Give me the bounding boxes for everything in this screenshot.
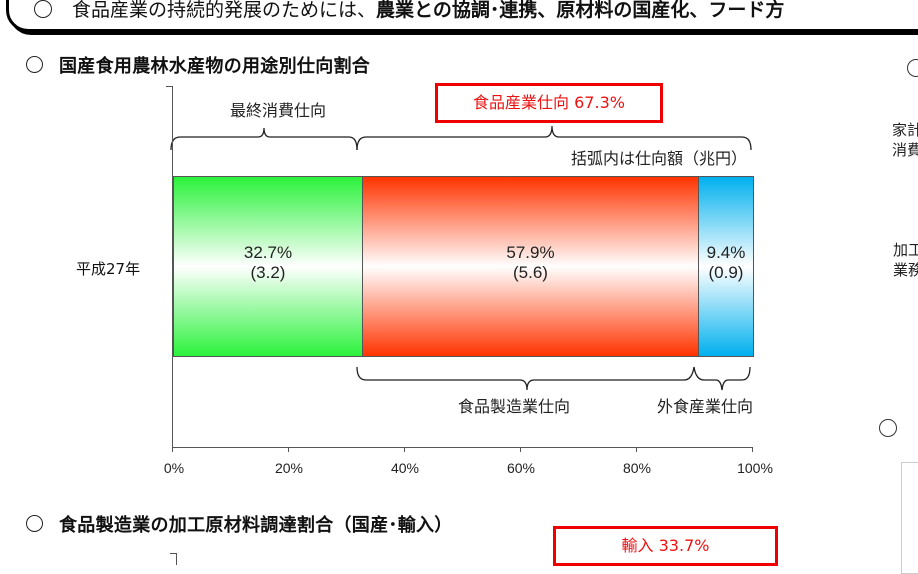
callout-food-industry: 食品産業仕向 67.3% (435, 83, 663, 123)
x-tick (404, 447, 405, 452)
bracket-food-service (693, 366, 751, 391)
bullet-circle-icon (879, 419, 897, 437)
label-food-service: 外食産業仕向 (657, 397, 754, 416)
x-tick-label: 0% (163, 460, 185, 476)
x-tick-label: 60% (506, 460, 536, 476)
bar-segment-food-manufacturing: 57.9% (5.6) (362, 176, 699, 357)
segment-label: 57.9% (5.6) (363, 243, 698, 283)
x-tick (288, 447, 289, 452)
bracket-food-manufacturing (356, 366, 695, 391)
chart2-y-axis-tick (170, 553, 177, 554)
segment-percent: 57.9% (506, 243, 555, 262)
bullet-circle-icon (26, 515, 43, 532)
segment-percent: 32.7% (243, 243, 293, 262)
segment-label: 32.7% (3.2) (174, 243, 362, 283)
headline-prefix: 食品産業の持続的発展のためには、 (72, 0, 377, 21)
x-tick-label: 20% (274, 460, 304, 476)
headline-banner (6, 0, 918, 32)
y-axis-top-tick (166, 86, 173, 87)
chart1-title-text: 国産食用農林水産物の用途別仕向割合 (59, 56, 371, 77)
right-panel-box (901, 462, 918, 574)
x-tick (636, 447, 637, 452)
label-final-consumption: 最終消費仕向 (230, 101, 327, 120)
chart2-title: 食品製造業の加工原材料調達割合（国産･輸入） (26, 511, 453, 537)
y-axis (172, 86, 173, 447)
x-tick-label: 40% (390, 460, 420, 476)
chart1-title: 国産食用農林水産物の用途別仕向割合 (26, 52, 370, 78)
bullet-circle-icon (907, 59, 918, 77)
segment-amount: (5.6) (513, 263, 548, 282)
row-label-h27: 平成27年 (76, 260, 141, 278)
right-label-household: 家計 消費 (892, 121, 918, 159)
headline-emphasis: 農業との協調･連携、原材料の国産化、フード方 (376, 0, 785, 21)
chart2-title-text: 食品製造業の加工原材料調達割合（国産･輸入） (59, 515, 453, 536)
amount-note: 括弧内は仕向額（兆円） (571, 149, 748, 168)
x-tick (752, 447, 753, 452)
bar-segment-food-service: 9.4% (0.9) (698, 176, 754, 357)
bullet-circle-icon (26, 56, 43, 73)
segment-percent: 9.4% (706, 243, 746, 262)
label-food-manufacturing: 食品製造業仕向 (458, 397, 571, 416)
x-axis (172, 447, 753, 448)
chart2-y-axis (176, 553, 177, 565)
segment-label: 9.4% (0.9) (699, 243, 753, 283)
bar-segment-final-consumption: 32.7% (3.2) (173, 176, 363, 357)
right-label-processing: 加工 業務 (893, 241, 918, 279)
bullet-circle-icon (34, 0, 52, 18)
callout-import: 輸入 33.7% (553, 526, 778, 566)
segment-amount: (0.9) (708, 263, 744, 282)
segment-amount: (3.2) (250, 263, 286, 282)
x-tick (172, 447, 173, 452)
bracket-food-industry (356, 125, 752, 151)
x-tick (520, 447, 521, 452)
headline-text: 食品産業の持続的発展のためには、農業との協調･連携、原材料の国産化、フード方 (34, 0, 784, 22)
x-tick-label: 100% (737, 460, 773, 476)
x-tick-label: 80% (622, 460, 652, 476)
bracket-final-consumption (170, 127, 358, 151)
